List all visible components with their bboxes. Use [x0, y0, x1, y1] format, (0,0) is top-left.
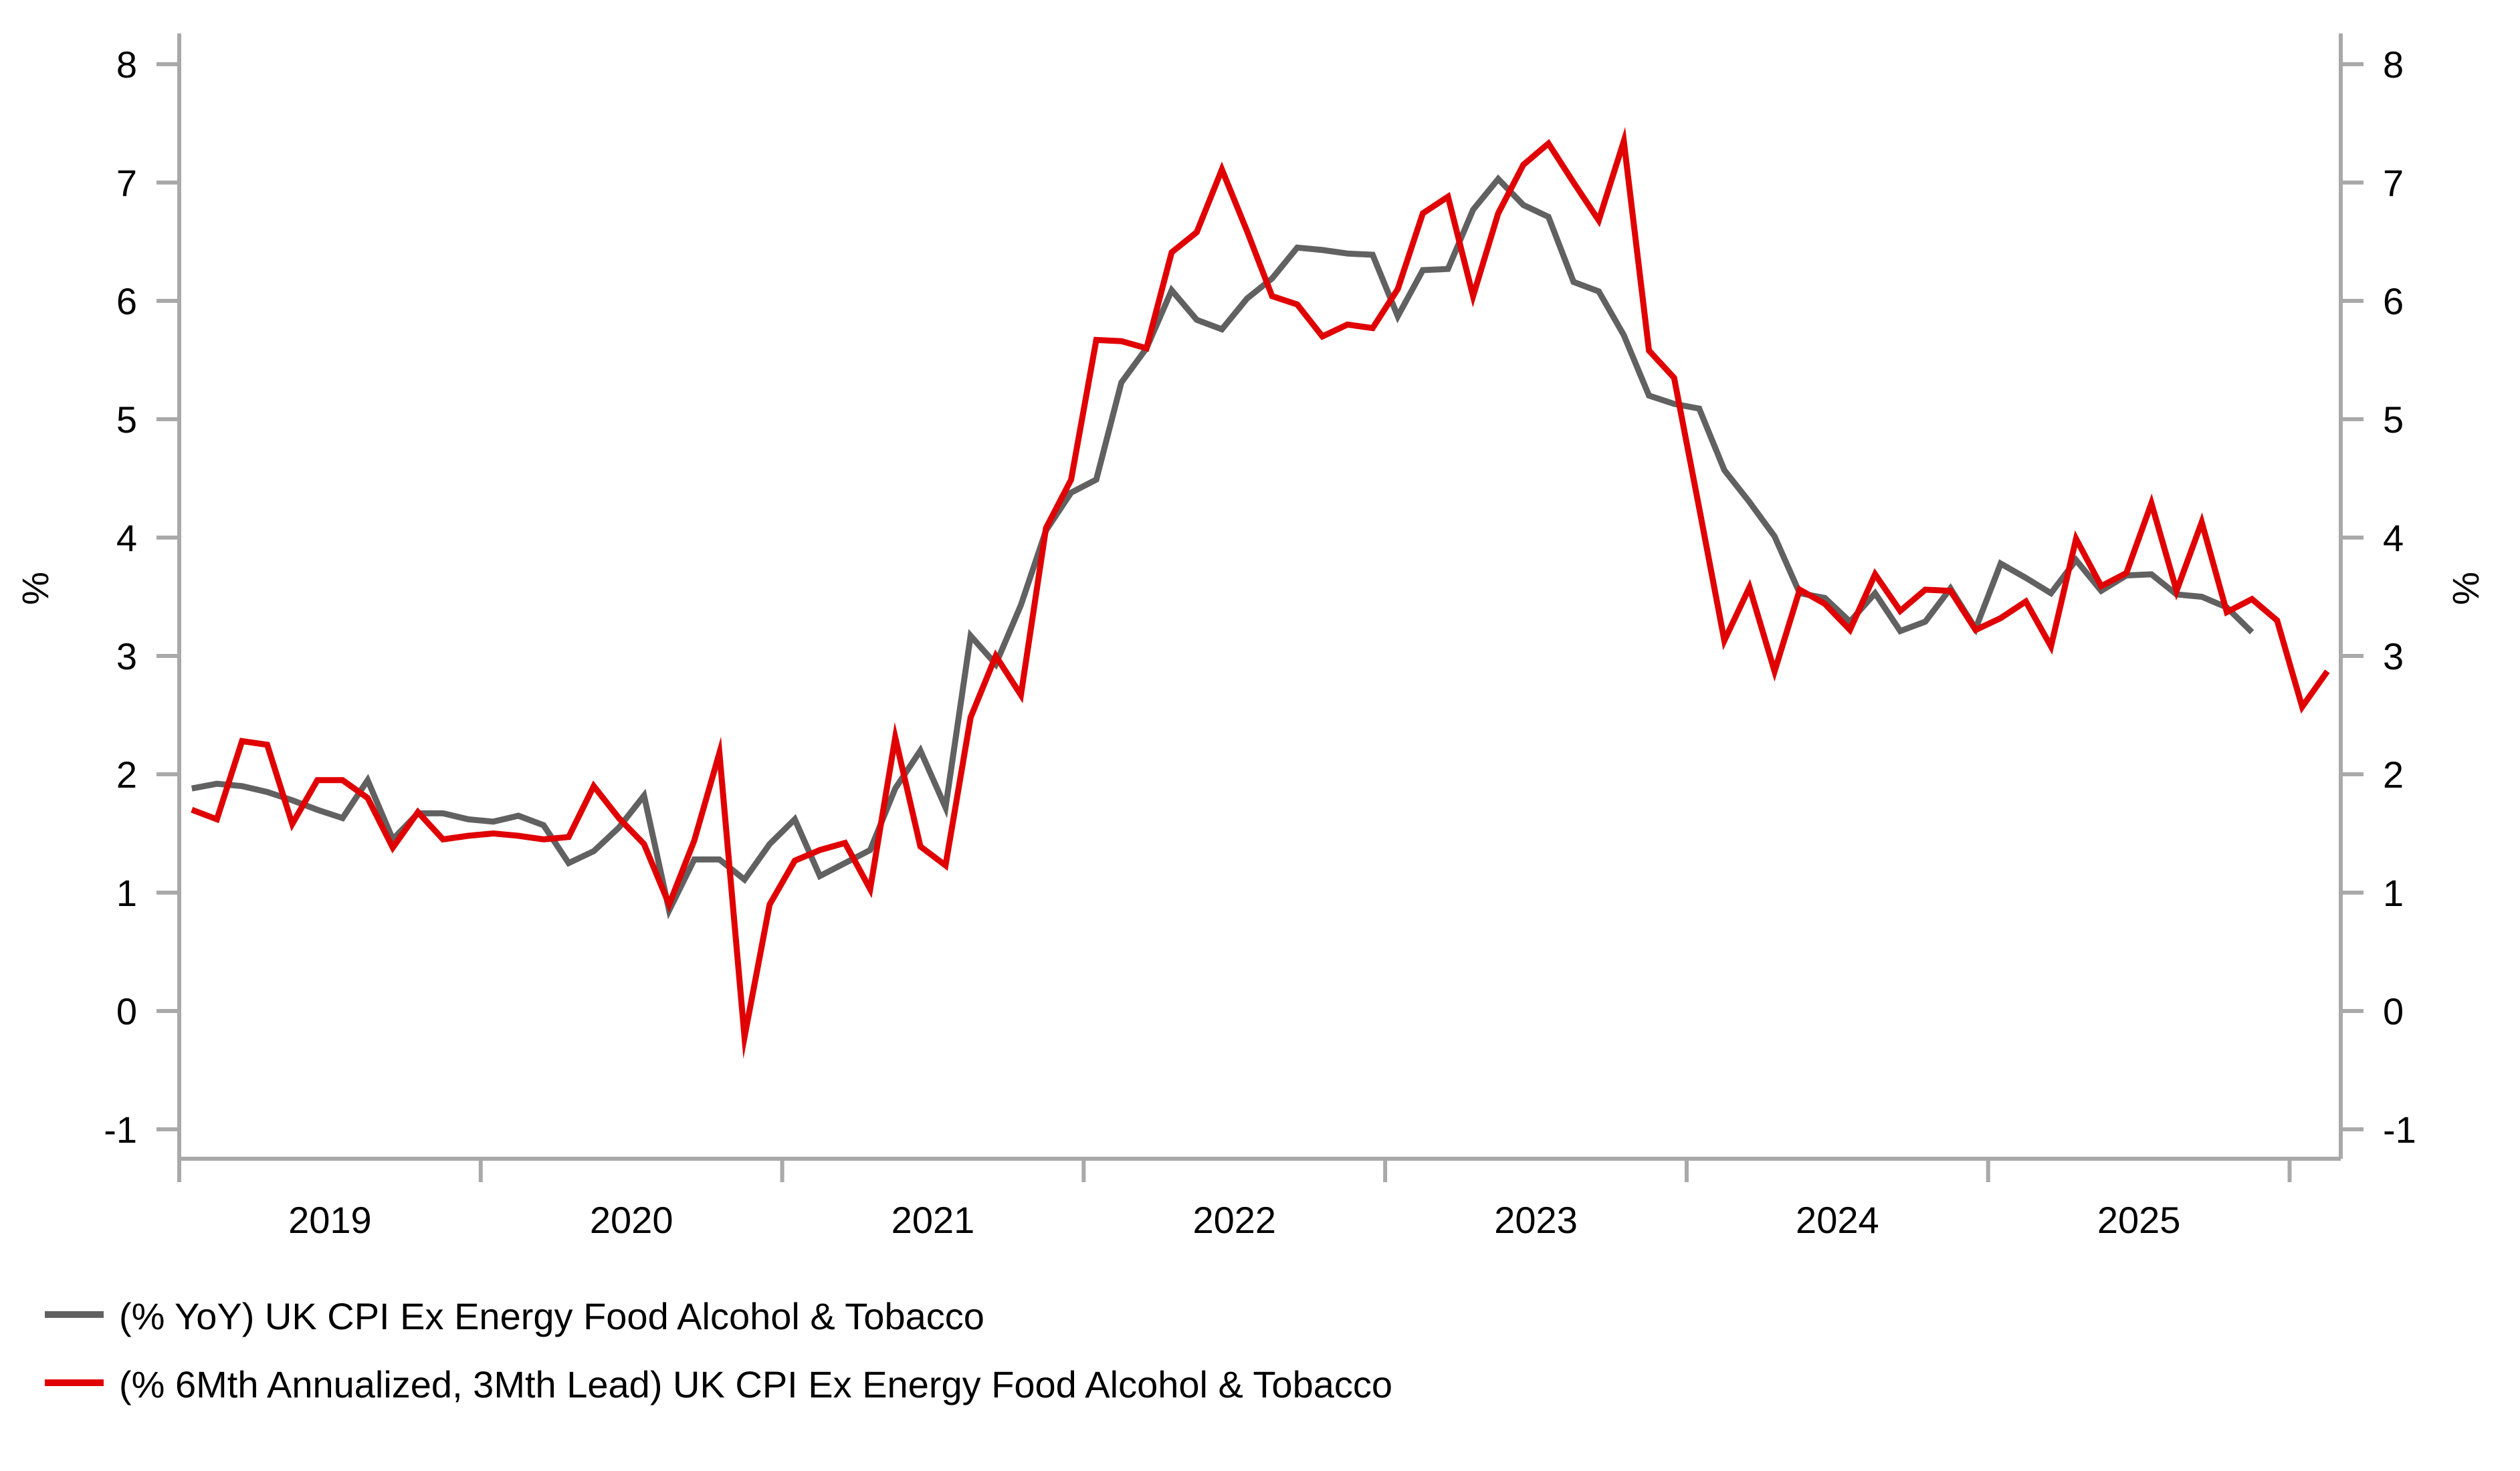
x-tick-label-year: 2023 — [1494, 1199, 1578, 1241]
legend-label-annualized: (% 6Mth Annualized, 3Mth Lead) UK CPI Ex… — [119, 1363, 1392, 1405]
x-tick-label-year: 2020 — [590, 1199, 673, 1241]
y-tick-label-left: 8 — [116, 43, 137, 86]
x-tick-label-year: 2019 — [288, 1199, 372, 1241]
y-tick-label-right: 7 — [2383, 162, 2404, 204]
y-tick-label-left: 3 — [116, 635, 137, 677]
y-tick-label-left: 7 — [116, 162, 137, 204]
series-layer — [191, 126, 2330, 1059]
y-tick-label-left: 0 — [116, 990, 137, 1032]
y-tick-label-left: 5 — [116, 399, 137, 441]
right-axis-unit-label: % — [2445, 572, 2487, 605]
x-tick-label-year: 2021 — [891, 1199, 975, 1241]
y-tick-label-left: -1 — [104, 1109, 137, 1151]
left-axis-unit-label: % — [14, 572, 56, 605]
y-tick-label-right: 6 — [2383, 280, 2404, 322]
y-tick-label-right: 2 — [2383, 754, 2404, 796]
x-tick-label-year: 2025 — [2097, 1199, 2181, 1241]
x-tick-label-year: 2022 — [1192, 1199, 1276, 1241]
y-tick-label-left: 1 — [116, 872, 137, 914]
y-tick-label-right: 1 — [2383, 872, 2404, 914]
x-tick-label-year: 2024 — [1796, 1199, 1879, 1241]
y-tick-label-right: 0 — [2383, 990, 2404, 1032]
y-tick-label-right: -1 — [2383, 1109, 2416, 1151]
y-tick-label-left: 4 — [116, 517, 137, 559]
y-tick-label-right: 8 — [2383, 43, 2404, 86]
y-tick-label-right: 5 — [2383, 399, 2404, 441]
axes-layer: 8 8 7 7 6 6 5 5 4 4 3 3 2 2 1 1 0 0 -1 -1 2019 2020 2021 2022 20… — [104, 33, 2416, 1241]
y-tick-label-left: 2 — [116, 754, 137, 796]
y-tick-label-right: 3 — [2383, 635, 2404, 677]
legend-label-yoy: (% YoY) UK CPI Ex Energy Food Alcohol & … — [119, 1295, 984, 1337]
legend: (% YoY) UK CPI Ex Energy Food Alcohol & … — [45, 1295, 1392, 1405]
y-tick-label-left: 6 — [116, 280, 137, 322]
y-tick-label-right: 4 — [2383, 517, 2404, 559]
series-line-yoy — [191, 174, 2254, 920]
series-line-annualized — [191, 126, 2330, 1059]
